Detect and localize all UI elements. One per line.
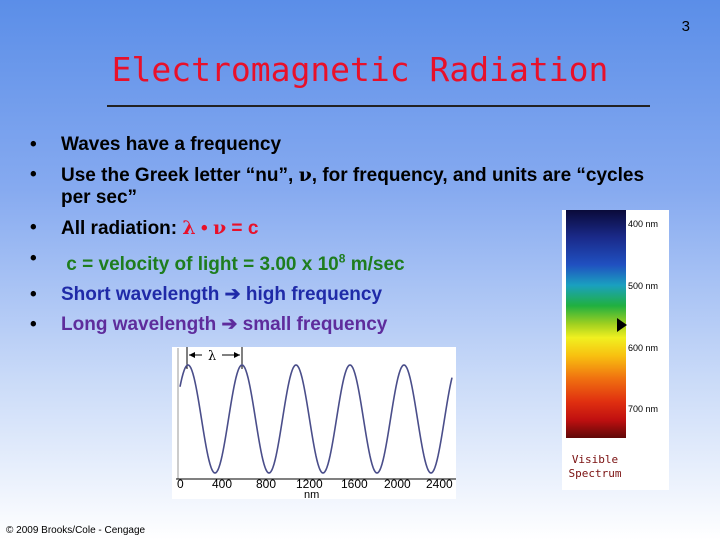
wavelength-label: 400 nm (628, 219, 659, 229)
copyright-notice: © 2009 Brooks/Cole - Cengage (6, 525, 146, 536)
bullet-text: Use the Greek letter “nu”, (61, 165, 294, 186)
slide-number: 3 (681, 18, 690, 35)
bullet-text: c = velocity of light = 3.00 x 108 m/sec (61, 252, 405, 276)
spectrum-color-bar (566, 210, 626, 438)
bullet-text: Long wavelength (61, 314, 217, 336)
x-tick-label: 400 (212, 477, 233, 491)
spectrum-caption-line: Spectrum (568, 467, 622, 480)
lambda-label: λ (208, 349, 216, 364)
bullet-item: • Short wavelength ➔ high frequency (28, 284, 668, 306)
bullet-item: • Use the Greek letter “nu”, ν, for freq… (28, 164, 668, 209)
nu-symbol: ν (212, 217, 227, 239)
visible-spectrum-figure: 400 nm 500 nm 600 nm 700 nm Visible Spec… (562, 210, 669, 490)
title-divider (107, 105, 650, 107)
equals-sign: = (231, 218, 243, 239)
c-symbol: c (247, 218, 259, 239)
bullet-text: All radiation: (61, 218, 178, 239)
bullet-marker: • (30, 284, 37, 306)
sine-wave-graphic: λ (176, 347, 456, 480)
bullet-text: small frequency (242, 314, 388, 336)
bullet-item: • All radiation: λ • ν = c (28, 217, 668, 240)
bullet-marker: • (30, 164, 37, 185)
x-tick-label: 1200 (296, 477, 323, 491)
wavelength-label: 600 nm (628, 343, 659, 353)
unit-text: m/sec (350, 254, 405, 276)
bullet-item: • c = velocity of light = 3.00 x 108 m/s… (28, 248, 668, 276)
bullet-marker: • (30, 134, 37, 155)
multiply-dot: • (201, 218, 208, 239)
spectrum-caption-line: Visible (571, 453, 619, 466)
pointer-triangle-icon (617, 318, 627, 332)
spectrum-caption: Visible Spectrum (562, 453, 628, 481)
nu-symbol: ν (298, 164, 312, 186)
x-tick-label: 1600 (341, 477, 368, 491)
bullet-marker: • (30, 217, 37, 238)
bullet-marker: • (30, 248, 37, 269)
lambda-symbol: λ (182, 217, 196, 239)
wavelength-label: 700 nm (628, 404, 659, 414)
bullet-text: Short wavelength (61, 284, 220, 306)
x-unit-label: nm (304, 489, 320, 501)
x-tick-label: 2000 (384, 477, 411, 491)
bullet-item: • Long wavelength ➔ small frequency (28, 314, 668, 336)
wave-figure: λ 0 400 800 1200 1600 2000 2400 nm (172, 347, 456, 501)
bullet-text: Waves have a frequency (61, 134, 282, 155)
right-arrow-icon: ➔ (221, 314, 238, 336)
wavelength-label: 500 nm (628, 281, 659, 291)
x-tick-label: 0 (177, 477, 184, 491)
bullet-text: high frequency (245, 284, 383, 306)
exponent: 8 (338, 252, 346, 266)
bullet-list: • Waves have a frequency • Use the Greek… (28, 134, 668, 344)
bullet-item: • Waves have a frequency (28, 134, 668, 156)
bullet-text: , for frequency, and units are “cycles p… (61, 165, 645, 208)
right-arrow-icon: ➔ (224, 284, 241, 306)
bullet-marker: • (30, 314, 37, 336)
x-tick-label: 800 (256, 477, 277, 491)
slide-title: Electromagnetic Radiation (111, 50, 609, 89)
x-tick-label: 2400 (426, 477, 453, 491)
speed-of-light-text: c = velocity of light = 3.00 x 10 (66, 254, 339, 276)
